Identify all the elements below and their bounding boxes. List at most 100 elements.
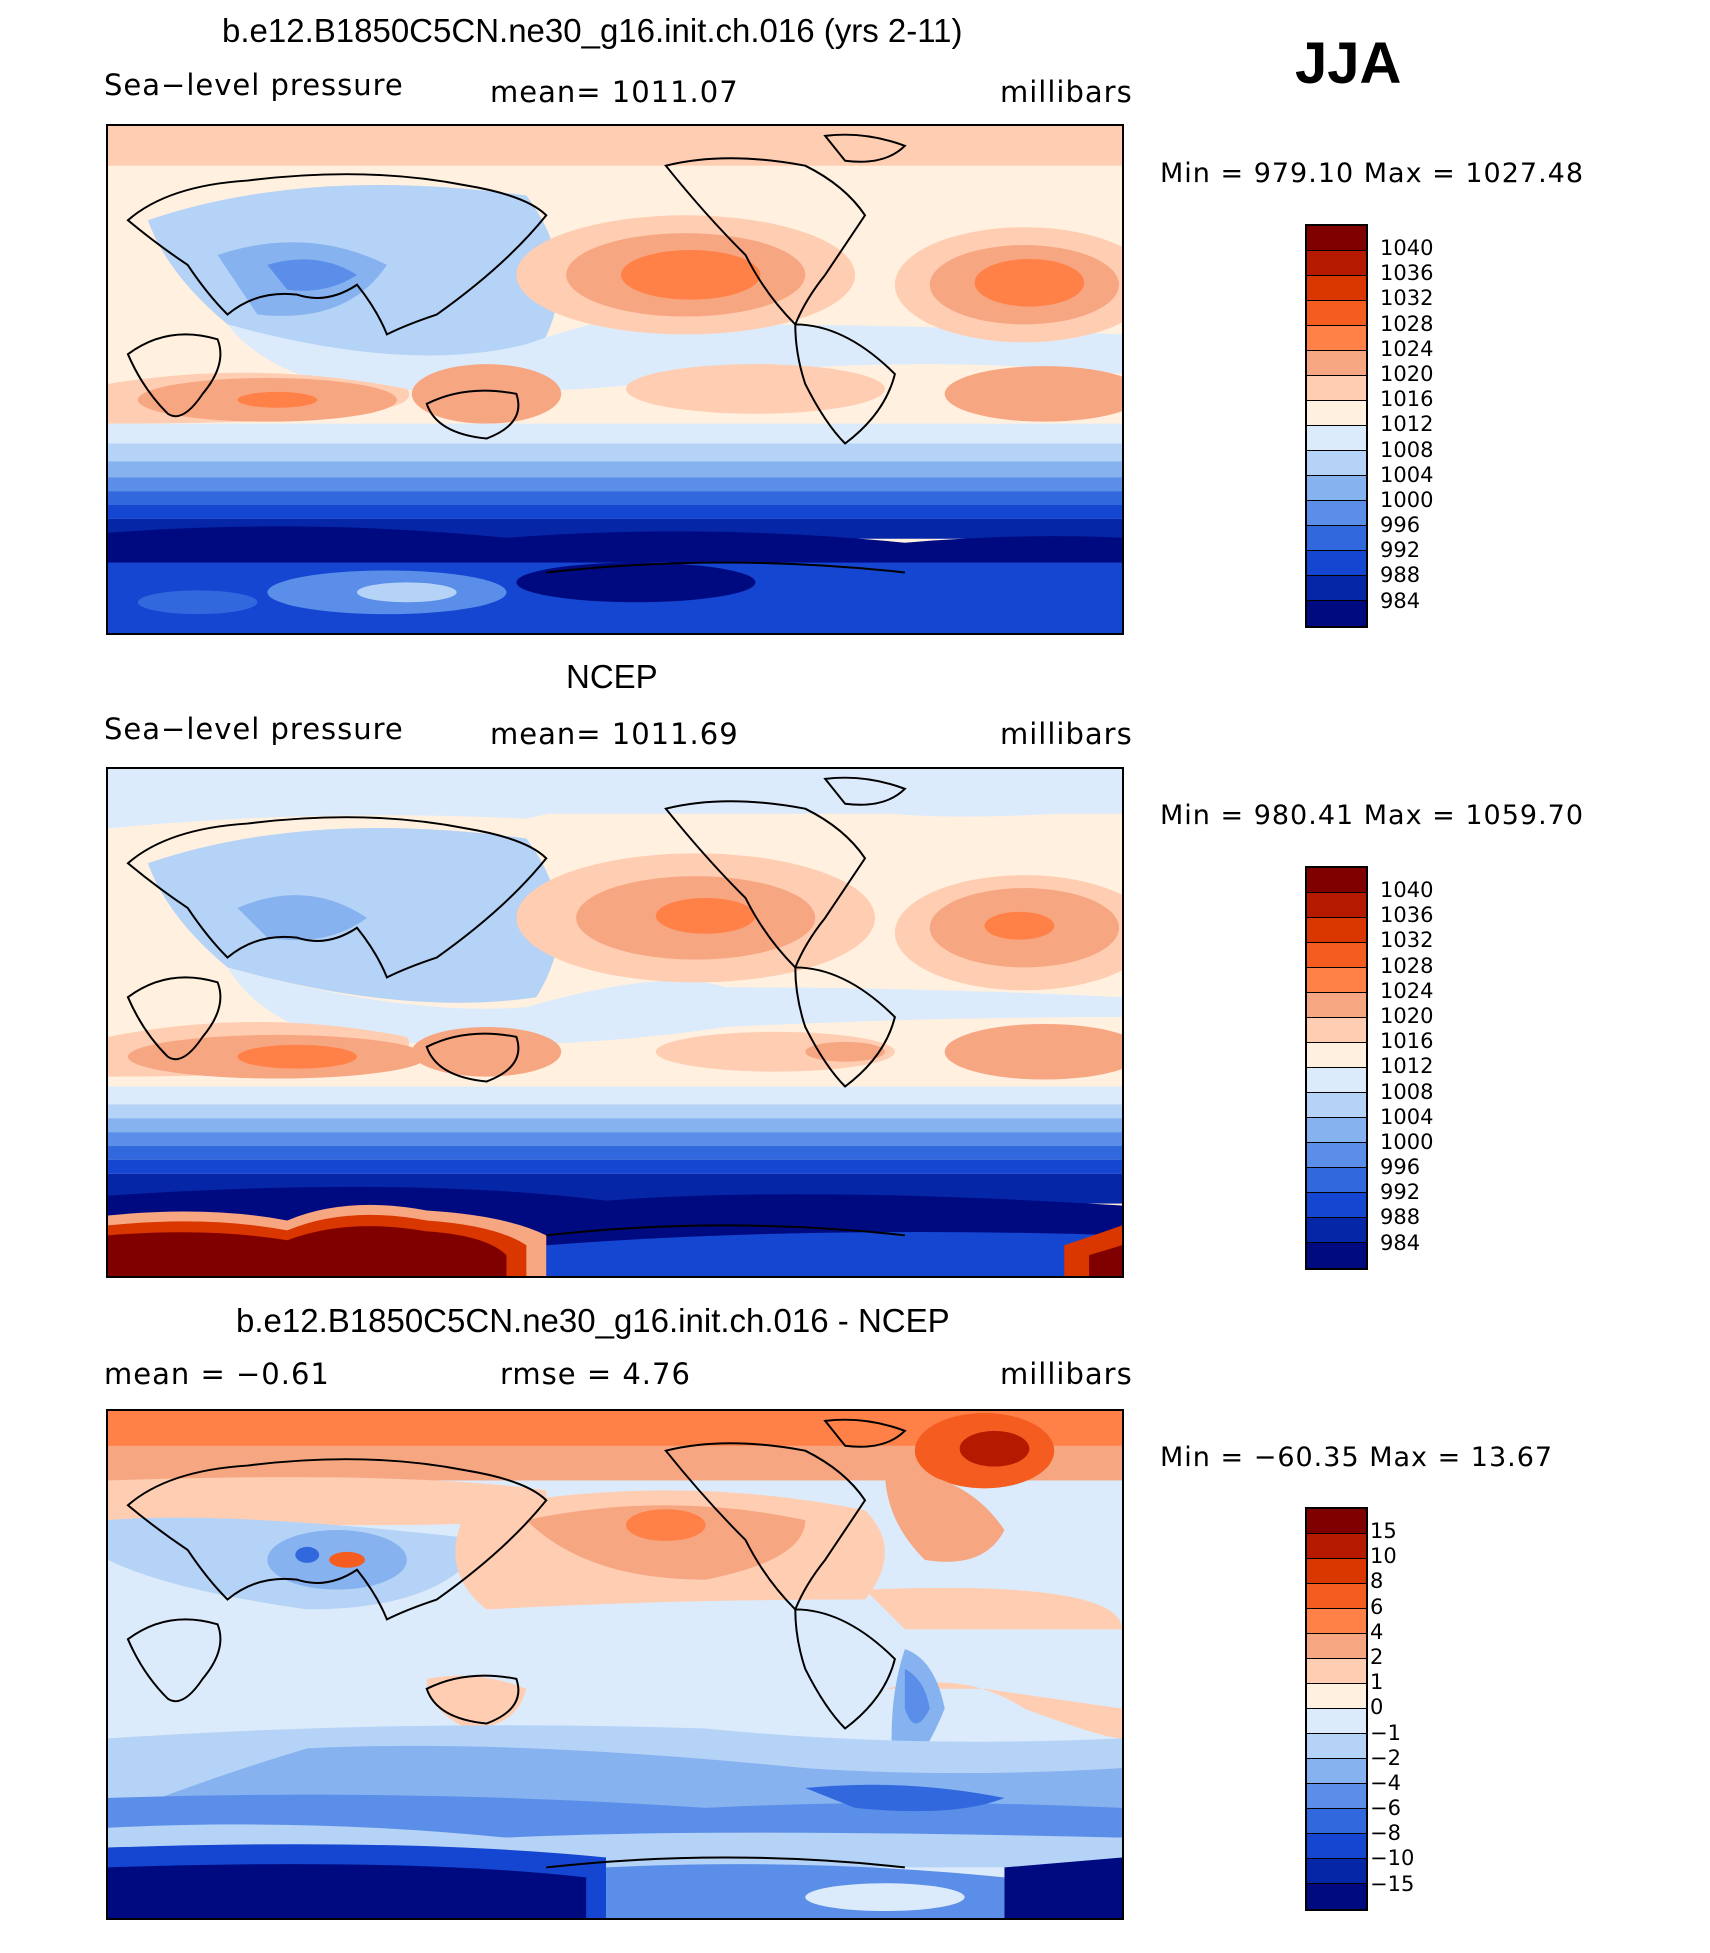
cbar-label: 992 bbox=[1380, 538, 1421, 563]
cbar2-cell bbox=[1307, 1143, 1366, 1168]
panel3-units-label: millibars bbox=[1000, 1357, 1133, 1391]
cbar1-cell bbox=[1307, 276, 1366, 301]
cbar-label: 984 bbox=[1380, 1230, 1421, 1255]
cbar-label: 1 bbox=[1370, 1670, 1384, 1695]
cbar-label: −10 bbox=[1370, 1846, 1415, 1871]
cbar-label: 1028 bbox=[1380, 953, 1434, 978]
season-label: JJA bbox=[1295, 31, 1402, 96]
panel3-colorbar bbox=[1305, 1507, 1368, 1911]
panel1-colorbar bbox=[1305, 224, 1368, 628]
panel3-map bbox=[106, 1409, 1124, 1920]
cbar-label: 1024 bbox=[1380, 978, 1434, 1003]
cbar3-cell bbox=[1307, 1684, 1366, 1709]
cbar-label: 984 bbox=[1380, 588, 1421, 613]
cbar1-cell bbox=[1307, 301, 1366, 326]
cbar-label: 992 bbox=[1380, 1180, 1421, 1205]
panel2-minmax: Min = 980.41 Max = 1059.70 bbox=[1160, 800, 1585, 831]
panel2-title: NCEP bbox=[566, 658, 658, 695]
cbar2-cell bbox=[1307, 1043, 1366, 1068]
panel1-minmax: Min = 979.10 Max = 1027.48 bbox=[1160, 158, 1585, 189]
panel2-colorbar bbox=[1305, 866, 1368, 1270]
cbar-label: 2 bbox=[1370, 1644, 1384, 1669]
cbar-label: −15 bbox=[1370, 1871, 1415, 1896]
cbar1-cell bbox=[1307, 226, 1366, 251]
cbar3-cell bbox=[1307, 1709, 1366, 1734]
cbar2-cell bbox=[1307, 1243, 1366, 1268]
cbar1-cell bbox=[1307, 251, 1366, 276]
cbar-label: 1000 bbox=[1380, 1129, 1434, 1154]
cbar2-cell bbox=[1307, 1168, 1366, 1193]
cbar3-cell bbox=[1307, 1659, 1366, 1684]
panel3-rmse-label: rmse = 4.76 bbox=[500, 1357, 691, 1391]
cbar-label: 1016 bbox=[1380, 387, 1434, 412]
panel3-title: b.e12.B1850C5CN.ne30_g16.init.ch.016 - N… bbox=[236, 1302, 950, 1339]
panel1-variable-label: Sea−level pressure bbox=[104, 68, 404, 102]
panel1-title: b.e12.B1850C5CN.ne30_g16.init.ch.016 (yr… bbox=[222, 12, 963, 49]
cbar-label: 988 bbox=[1380, 563, 1421, 588]
panel1-mean-label: mean= 1011.07 bbox=[490, 75, 739, 109]
cbar3-cell bbox=[1307, 1609, 1366, 1634]
cbar-label: 1040 bbox=[1380, 878, 1434, 902]
cbar2-cell bbox=[1307, 1093, 1366, 1118]
cbar3-cell bbox=[1307, 1559, 1366, 1584]
cbar-label: 1012 bbox=[1380, 412, 1434, 437]
cbar-label: 988 bbox=[1380, 1205, 1421, 1230]
panel1-colorbar-labels: 1040 1036 1032 1028 1024 1020 1016 1012 … bbox=[1380, 236, 1433, 614]
cbar-label: 1012 bbox=[1380, 1054, 1434, 1079]
cbar-label: 1036 bbox=[1380, 903, 1434, 928]
panel2-map bbox=[106, 767, 1124, 1278]
cbar3-cell bbox=[1307, 1509, 1366, 1534]
cbar3-cell bbox=[1307, 1584, 1366, 1609]
cbar-label: 4 bbox=[1370, 1619, 1384, 1644]
cbar2-cell bbox=[1307, 893, 1366, 918]
cbar-label: 0 bbox=[1370, 1695, 1384, 1720]
panel3-mean-label: mean = −0.61 bbox=[104, 1357, 330, 1391]
cbar-label: 1020 bbox=[1380, 361, 1434, 386]
cbar-label: 1032 bbox=[1380, 286, 1434, 311]
cbar1-cell bbox=[1307, 426, 1366, 451]
panel3-minmax: Min = −60.35 Max = 13.67 bbox=[1160, 1442, 1554, 1473]
cbar-label: 1000 bbox=[1380, 487, 1434, 512]
cbar1-cell bbox=[1307, 576, 1366, 601]
cbar1-cell bbox=[1307, 551, 1366, 576]
panel2-units-label: millibars bbox=[1000, 717, 1133, 751]
panel2-colorbar-labels: 1040 1036 1032 1028 1024 1020 1016 1012 … bbox=[1380, 878, 1433, 1256]
cbar-label: −1 bbox=[1370, 1720, 1401, 1745]
cbar3-cell bbox=[1307, 1734, 1366, 1759]
cbar-label: 1004 bbox=[1380, 462, 1434, 487]
panel1-units-label: millibars bbox=[1000, 75, 1133, 109]
cbar1-cell bbox=[1307, 476, 1366, 501]
panel1-contour-field bbox=[108, 126, 1122, 633]
cbar3-cell bbox=[1307, 1809, 1366, 1834]
cbar2-cell bbox=[1307, 1118, 1366, 1143]
cbar2-cell bbox=[1307, 968, 1366, 993]
cbar3-cell bbox=[1307, 1859, 1366, 1884]
cbar2-cell bbox=[1307, 943, 1366, 968]
cbar-label: 15 bbox=[1370, 1519, 1397, 1543]
cbar2-cell bbox=[1307, 1068, 1366, 1093]
cbar-label: 1020 bbox=[1380, 1003, 1434, 1028]
cbar-label: 1036 bbox=[1380, 261, 1434, 286]
panel2-mean-label: mean= 1011.69 bbox=[490, 717, 739, 751]
cbar3-cell bbox=[1307, 1634, 1366, 1659]
cbar-label: 1004 bbox=[1380, 1104, 1434, 1129]
cbar2-cell bbox=[1307, 1193, 1366, 1218]
cbar-label: 1032 bbox=[1380, 928, 1434, 953]
cbar3-cell bbox=[1307, 1784, 1366, 1809]
cbar3-cell bbox=[1307, 1884, 1366, 1909]
cbar-label: 1008 bbox=[1380, 1079, 1434, 1104]
cbar1-cell bbox=[1307, 451, 1366, 476]
cbar1-cell bbox=[1307, 501, 1366, 526]
cbar-label: 1040 bbox=[1380, 236, 1434, 260]
cbar3-cell bbox=[1307, 1834, 1366, 1859]
cbar-label: 1008 bbox=[1380, 437, 1434, 462]
cbar-label: 996 bbox=[1380, 513, 1421, 538]
cbar-label: 1028 bbox=[1380, 311, 1434, 336]
cbar3-cell bbox=[1307, 1759, 1366, 1784]
cbar1-cell bbox=[1307, 376, 1366, 401]
cbar1-cell bbox=[1307, 326, 1366, 351]
panel2-variable-label: Sea−level pressure bbox=[104, 712, 404, 746]
cbar1-cell bbox=[1307, 401, 1366, 426]
cbar2-cell bbox=[1307, 918, 1366, 943]
cbar2-cell bbox=[1307, 993, 1366, 1018]
